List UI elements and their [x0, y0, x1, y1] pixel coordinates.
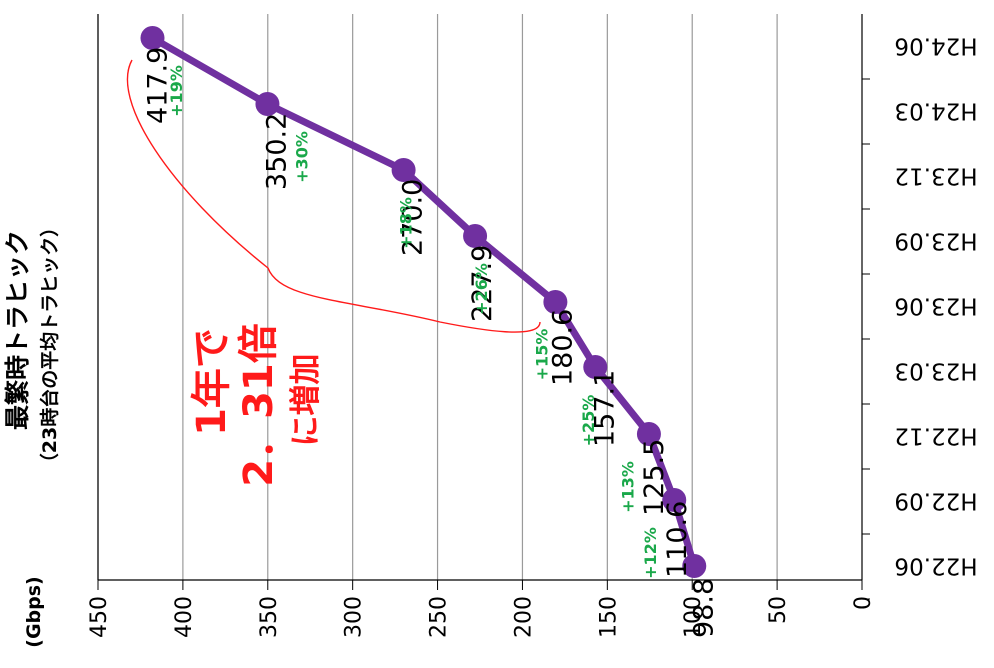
value-tick-label-350: 350	[257, 596, 282, 638]
annotation-line1: 1年で	[189, 328, 235, 436]
growth-label-3: +15%	[532, 329, 551, 381]
value-label-H22.09: 110.6	[662, 501, 693, 578]
series-path	[150, 34, 698, 568]
category-label-H23.06: H23.06	[894, 293, 977, 319]
growth-labels: +12%+13% +25% +15% +26% +18% +30% +19%	[167, 65, 660, 579]
data-point-H23.09	[463, 224, 488, 248]
growth-annotation: 1年で 2．31倍 に増加	[126, 59, 541, 487]
value-label-H23.03: 157.1	[589, 370, 620, 447]
value-tick-label-0: 0	[851, 596, 876, 610]
value-tick-label-250: 250	[427, 596, 452, 638]
annotation-line2: 2．31倍	[236, 323, 282, 487]
data-point-H24.03	[255, 92, 280, 116]
unit-label: (Gbps)	[23, 576, 45, 647]
value-tick-label-300: 300	[342, 596, 367, 638]
growth-label-4: +26%	[472, 263, 491, 315]
data-point-H23.06	[543, 290, 568, 314]
category-label-H24.03: H24.03	[894, 98, 977, 124]
annotation-line3: に増加	[288, 354, 324, 447]
data-point-H23.12	[391, 158, 416, 182]
growth-label-0: +12%	[641, 527, 660, 579]
growth-label-1: +13%	[619, 461, 638, 513]
value-label-H23.06: 180.6	[547, 309, 578, 386]
category-axis-labels: H22.06 H22.09 H22.12 H23.03 H23.06 H23.09 H23.…	[894, 33, 977, 579]
value-label-H23.12: 270.0	[398, 179, 429, 256]
value-label-H22.12: 125.5	[639, 439, 670, 516]
category-label-H22.09: H22.09	[894, 488, 977, 514]
data-point-H24.06	[140, 26, 165, 50]
axes	[97, 14, 870, 600]
value-label-H23.09: 227.9	[467, 245, 498, 322]
category-label-H23.09: H23.09	[894, 228, 977, 254]
category-label-H22.12: H22.12	[894, 423, 977, 449]
value-label-H24.03: 350.2	[261, 113, 292, 190]
category-label-H23.03: H23.03	[894, 358, 977, 384]
data-point-H22.09	[662, 488, 687, 512]
annotation-brace	[126, 59, 541, 333]
category-label-H22.06: H22.06	[894, 553, 977, 579]
growth-label-7: +19%	[167, 65, 186, 117]
growth-label-5: +18%	[396, 197, 415, 249]
chart-subtitle: （23時台の平均トラヒック）	[38, 218, 61, 472]
data-point-H22.12	[636, 422, 661, 446]
data-point-H22.06	[682, 554, 707, 578]
category-label-H23.12: H23.12	[894, 163, 977, 189]
data-point-H23.03	[583, 355, 608, 379]
growth-label-6: +30%	[293, 131, 312, 183]
value-label-H24.06: 417.9	[142, 47, 173, 124]
growth-label-2: +25%	[579, 395, 598, 447]
value-tick-label-400: 400	[172, 596, 197, 638]
value-tick-label-150: 150	[596, 596, 621, 638]
value-tick-label-450: 450	[87, 596, 112, 638]
category-label-H24.06: H24.06	[894, 33, 977, 59]
chart-title: 最繁時トラヒック	[3, 230, 32, 430]
value-tick-label-100: 100	[681, 596, 706, 638]
data-points	[140, 26, 707, 578]
value-axis-ticks: 0 50 100 150 200 250 300 350 400 450	[87, 596, 876, 638]
value-tick-label-50: 50	[766, 596, 791, 624]
series-line	[150, 34, 698, 568]
value-label-H22.06: 98.8	[688, 578, 719, 638]
value-tick-label-200: 200	[511, 596, 536, 638]
